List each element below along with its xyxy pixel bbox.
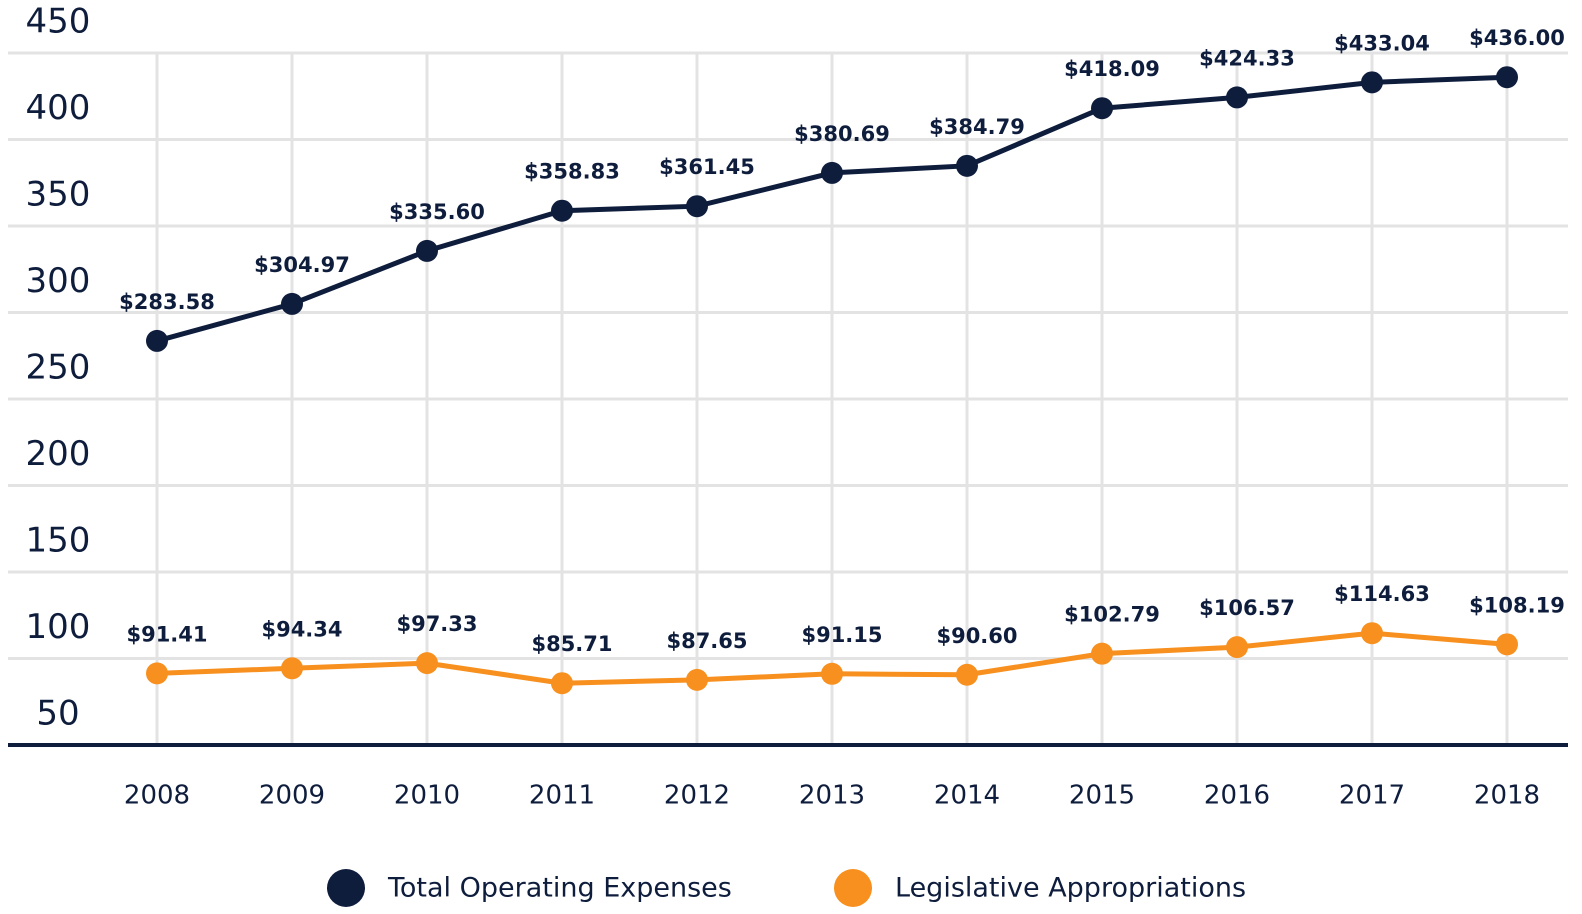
x-tick-label: 2015 <box>1069 781 1135 811</box>
data-label: $436.00 <box>1469 26 1565 50</box>
legend-swatch <box>327 869 365 907</box>
x-tick-label: 2009 <box>259 781 325 811</box>
x-tick-label: 2013 <box>799 781 865 811</box>
data-point <box>1226 636 1248 659</box>
data-point <box>956 154 978 177</box>
data-point <box>821 161 843 184</box>
data-label: $380.69 <box>794 122 890 146</box>
data-point <box>551 672 573 695</box>
x-tick-label: 2010 <box>394 781 460 811</box>
data-label: $85.71 <box>531 632 612 656</box>
data-point <box>416 239 438 262</box>
data-point <box>146 329 168 352</box>
x-tick-label: 2016 <box>1204 781 1270 811</box>
y-tick-label: 250 <box>26 348 91 388</box>
y-tick-label: 450 <box>26 2 91 42</box>
data-label: $283.58 <box>119 290 215 314</box>
data-label: $91.41 <box>126 622 207 646</box>
x-tick-label: 2014 <box>934 781 1000 811</box>
x-tick-label: 2018 <box>1474 781 1540 811</box>
data-label: $97.33 <box>396 612 477 636</box>
data-label: $335.60 <box>389 200 485 224</box>
data-label: $424.33 <box>1199 46 1295 70</box>
legend-label: Total Operating Expenses <box>387 873 732 904</box>
y-tick-label: 350 <box>26 175 91 215</box>
data-point <box>1091 97 1113 120</box>
x-tick-label: 2017 <box>1339 781 1405 811</box>
data-point <box>281 292 303 315</box>
x-tick-label: 2011 <box>529 781 595 811</box>
data-point <box>956 663 978 686</box>
data-label: $108.19 <box>1469 593 1565 617</box>
data-label: $114.63 <box>1334 582 1430 606</box>
y-tick-label: 300 <box>26 261 91 301</box>
data-label: $90.60 <box>936 624 1017 648</box>
data-label: $433.04 <box>1334 31 1430 55</box>
y-tick-label: 400 <box>26 88 91 128</box>
y-tick-label: 100 <box>26 607 91 647</box>
legend-label: Legislative Appropriations <box>895 873 1246 904</box>
data-point <box>1091 642 1113 665</box>
data-label: $94.34 <box>261 617 342 641</box>
data-point <box>1361 622 1383 645</box>
data-point <box>1226 86 1248 109</box>
data-label: $384.79 <box>929 115 1025 139</box>
data-label: $361.45 <box>659 155 755 179</box>
y-tick-label: 50 <box>36 694 79 734</box>
data-label: $87.65 <box>666 629 747 653</box>
data-label: $418.09 <box>1064 57 1160 81</box>
data-point <box>551 199 573 222</box>
y-tick-label: 150 <box>26 521 91 561</box>
data-point <box>281 657 303 680</box>
y-tick-label: 200 <box>26 434 91 474</box>
data-point <box>821 662 843 685</box>
data-label: $106.57 <box>1199 596 1295 620</box>
data-label: $102.79 <box>1064 603 1160 627</box>
data-point <box>1496 633 1518 656</box>
data-point <box>1361 71 1383 94</box>
data-label: $304.97 <box>254 253 350 277</box>
data-point <box>416 652 438 675</box>
data-label: $91.15 <box>801 623 882 647</box>
data-point <box>146 662 168 685</box>
x-tick-label: 2012 <box>664 781 730 811</box>
x-tick-label: 2008 <box>124 781 190 811</box>
data-label: $358.83 <box>524 160 620 184</box>
data-point <box>1496 66 1518 89</box>
data-point <box>686 668 708 691</box>
legend-swatch <box>834 869 872 907</box>
data-point <box>686 195 708 218</box>
